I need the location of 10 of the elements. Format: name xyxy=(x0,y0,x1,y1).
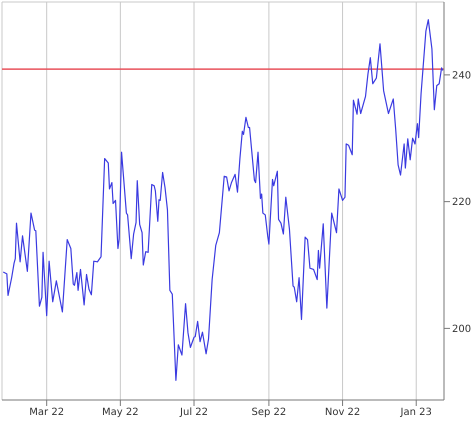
line-series xyxy=(2,19,444,381)
y-tick-label: 240 xyxy=(452,70,472,82)
x-tick-label: Jul 22 xyxy=(179,407,208,418)
x-tick-label: Nov 22 xyxy=(324,407,360,418)
y-tick-label: 220 xyxy=(452,197,472,208)
x-tick-label: May 22 xyxy=(102,407,139,418)
y-tick-label: 200 xyxy=(452,324,472,335)
x-tick-label: Sep 22 xyxy=(252,407,286,418)
x-tick-label: Jan 23 xyxy=(400,407,432,418)
x-tick-label: Mar 22 xyxy=(29,407,64,418)
